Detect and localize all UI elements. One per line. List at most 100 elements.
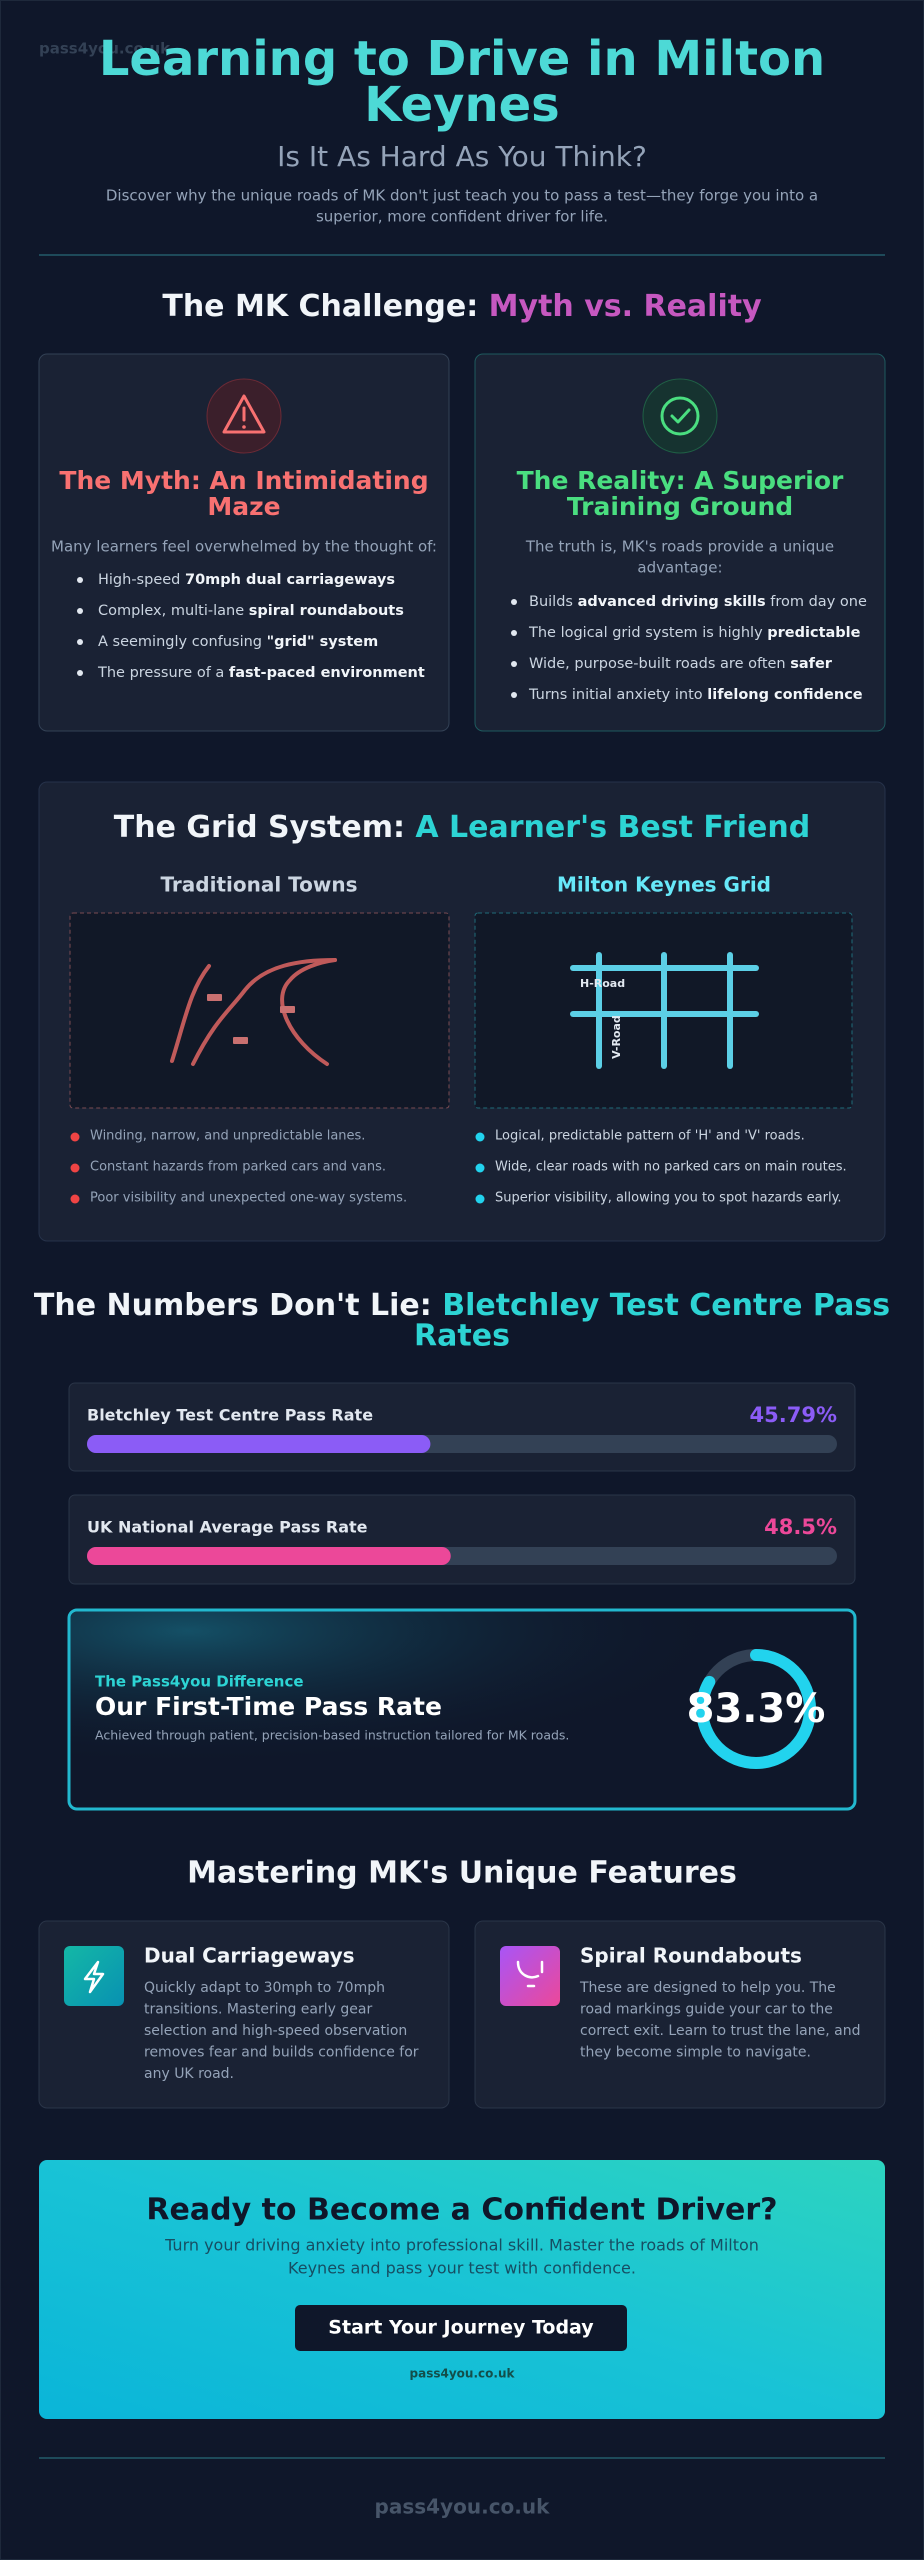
bold-text: predictable: [767, 625, 860, 641]
point-text: Wide, clear roads with no parked cars on…: [495, 1160, 847, 1175]
bullet-dot: [70, 1194, 80, 1204]
section-heading: The MK Challenge: Myth vs. Reality: [162, 289, 762, 324]
bold-text: advanced driving skills: [578, 594, 766, 610]
ring-label: 83.3%: [687, 1686, 826, 1732]
road-label: V-Road: [610, 1015, 623, 1059]
difference-note: Achieved through patient, precision-base…: [95, 1728, 569, 1743]
reality-intro: advantage:: [637, 559, 722, 577]
lightning-icon: [83, 1960, 105, 1994]
bold-text: fast-paced environment: [229, 665, 425, 681]
bullet-dot: [511, 630, 517, 636]
bullet-dot: [70, 1163, 80, 1173]
cta-card: [39, 2160, 885, 2419]
plain-text: Complex, multi-lane: [98, 603, 249, 619]
rate-bar: [87, 1435, 431, 1453]
point-text: Logical, predictable pattern of 'H' and …: [495, 1129, 805, 1144]
bullet-dot: [475, 1194, 485, 1204]
bullet-text: Builds advanced driving skills from day …: [529, 594, 867, 610]
bullet-text: A seemingly confusing "grid" system: [98, 634, 378, 650]
myth-title: The Myth: An Intimidating: [59, 466, 428, 495]
winding-roads: [170, 958, 337, 1066]
plain-text: Turns initial anxiety into: [528, 687, 707, 703]
feature-body: correct exit. Learn to trust the lane, a…: [580, 2023, 860, 2039]
watermark: pass4you.co.uk: [39, 40, 171, 58]
plain-text: The pressure of a: [97, 665, 229, 681]
bullet-text: Complex, multi-lane spiral roundabouts: [98, 603, 404, 619]
feature-title: Dual Carriageways: [144, 1944, 355, 1968]
bullet-dot: [77, 577, 83, 583]
bold-text: spiral roundabouts: [249, 603, 404, 619]
plain-text: Builds: [529, 594, 578, 610]
section-heading: The Numbers Don't Lie: Bletchley Test Ce…: [34, 1288, 890, 1323]
section-heading-accent: A Learner's Best Friend: [415, 810, 810, 845]
page-title: Keynes: [364, 77, 560, 133]
feature-body: These are designed to help you. The: [579, 1980, 836, 1996]
feature-card: [38, 1920, 450, 2109]
section-heading-lead: The MK Challenge:: [162, 289, 488, 324]
bullet-dot: [511, 692, 517, 698]
check-icon: [670, 408, 691, 424]
bold-text: lifelong confidence: [707, 687, 863, 703]
myth-intro: Many learners feel overwhelmed by the th…: [51, 538, 437, 556]
page-title: Learning to Drive in Milton: [99, 31, 825, 87]
difference-glow: [70, 1611, 854, 1808]
column-title: Traditional Towns: [160, 873, 357, 897]
cta-button[interactable]: [295, 2305, 627, 2351]
point-text: Constant hazards from parked cars and va…: [90, 1160, 386, 1175]
description: superior, more confident driver for life…: [316, 208, 608, 226]
section-heading-accent: Rates: [414, 1319, 510, 1354]
bullet-dot: [77, 639, 83, 645]
point-text: Winding, narrow, and unpredictable lanes…: [90, 1129, 365, 1144]
plain-text: Wide, purpose-built roads are often: [529, 656, 790, 672]
cta-button-label[interactable]: Start Your Journey Today: [328, 2317, 594, 2339]
myth-title: Maze: [207, 492, 280, 521]
roundabout-icon: [516, 1960, 544, 1988]
warning-icon: [242, 425, 246, 429]
point-text: Superior visibility, allowing you to spo…: [495, 1191, 842, 1206]
plain-text: from day one: [766, 594, 867, 610]
cta-heading: Ready to Become a Confident Driver?: [146, 2193, 777, 2228]
parked-cars: [207, 994, 295, 1044]
reality-card: [474, 353, 886, 732]
feature-title: Spiral Roundabouts: [580, 1944, 802, 1968]
bullet-dot: [511, 661, 517, 667]
cta-site: pass4you.co.uk: [410, 2367, 516, 2381]
rate-value: 48.5%: [764, 1515, 837, 1539]
reality-title: The Reality: A Superior: [517, 466, 844, 495]
reality-intro: The truth is, MK's roads provide a uniqu…: [525, 538, 834, 556]
section-heading-accent: Myth vs. Reality: [489, 289, 762, 324]
stat-card: [68, 1382, 856, 1472]
section-heading: The Grid System: A Learner's Best Friend: [114, 810, 810, 845]
kicker: The Pass4you Difference: [95, 1673, 304, 1691]
point-text: Poor visibility and unexpected one-way s…: [90, 1191, 407, 1206]
feature-body: removes fear and builds confidence for: [144, 2045, 419, 2061]
rate-bar: [87, 1547, 451, 1565]
bullet-dot: [475, 1132, 485, 1142]
feature-body: road markings guide your car to the: [580, 2002, 833, 2018]
grid-roads: [570, 952, 759, 1069]
section-heading-accent: Bletchley Test Centre Pass: [442, 1288, 890, 1323]
cta-text: Turn your driving anxiety into professio…: [164, 2236, 759, 2255]
lightning-icon: [64, 1946, 124, 2006]
bullet-text: Wide, purpose-built roads are often safe…: [529, 656, 833, 672]
bullet-text: The pressure of a fast-paced environment: [97, 665, 425, 681]
bullet-dot: [475, 1163, 485, 1173]
section-heading-lead: The Grid System:: [114, 810, 416, 845]
difference-title: Our First-Time Pass Rate: [95, 1692, 442, 1721]
plain-text: A seemingly confusing: [98, 634, 267, 650]
feature-body: they become simple to navigate.: [580, 2045, 811, 2061]
rate-value: 45.79%: [750, 1403, 837, 1427]
reality-title: Training Ground: [567, 492, 793, 521]
grid-card: [38, 781, 886, 1242]
plain-text: High-speed: [98, 572, 185, 588]
traditional-map: [69, 912, 450, 1109]
bullet-dot: [77, 670, 83, 676]
section-heading: Mastering MK's Unique Features: [187, 1856, 737, 1891]
bullet-dot: [77, 608, 83, 614]
bold-text: "grid" system: [267, 634, 379, 650]
road-label: H-Road: [580, 977, 625, 990]
cta-text: Keynes and pass your test with confidenc…: [288, 2259, 636, 2278]
bullet-text: Turns initial anxiety into lifelong conf…: [528, 687, 863, 703]
feature-body: any UK road.: [144, 2066, 234, 2082]
